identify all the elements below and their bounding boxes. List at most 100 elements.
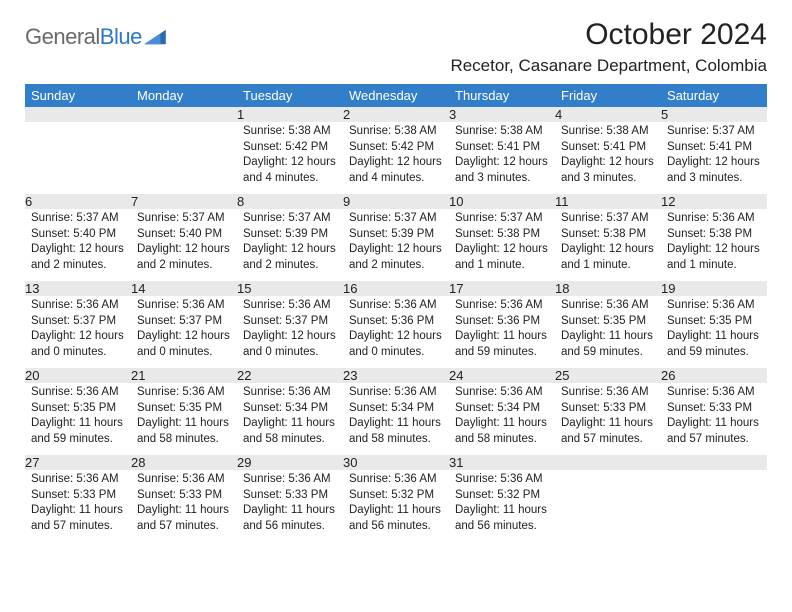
- day-content: Sunrise: 5:37 AMSunset: 5:41 PMDaylight:…: [661, 122, 767, 192]
- day-header: Sunday: [25, 84, 131, 107]
- day-number: 8: [237, 194, 343, 209]
- day-content: Sunrise: 5:37 AMSunset: 5:38 PMDaylight:…: [449, 209, 555, 279]
- day-content: Sunrise: 5:36 AMSunset: 5:38 PMDaylight:…: [661, 209, 767, 279]
- daylight-line-2: and 2 minutes.: [349, 258, 443, 274]
- week-content-row: Sunrise: 5:37 AMSunset: 5:40 PMDaylight:…: [25, 209, 767, 279]
- day-cell: Sunrise: 5:36 AMSunset: 5:38 PMDaylight:…: [661, 209, 767, 279]
- day-header: Wednesday: [343, 84, 449, 107]
- daylight-line-1: Daylight: 12 hours: [455, 155, 549, 171]
- sunrise-line: Sunrise: 5:36 AM: [137, 385, 231, 401]
- empty-day-number: [25, 107, 131, 122]
- daylight-line-2: and 57 minutes.: [31, 519, 125, 535]
- week-number-row: 20212223242526: [25, 368, 767, 383]
- daylight-line-1: Daylight: 11 hours: [243, 503, 337, 519]
- day-content: Sunrise: 5:37 AMSunset: 5:40 PMDaylight:…: [25, 209, 131, 279]
- day-number: 10: [449, 194, 555, 209]
- day-content: Sunrise: 5:36 AMSunset: 5:35 PMDaylight:…: [25, 383, 131, 453]
- sunset-line: Sunset: 5:42 PM: [243, 140, 337, 156]
- sunrise-line: Sunrise: 5:36 AM: [31, 298, 125, 314]
- daylight-line-1: Daylight: 12 hours: [455, 242, 549, 258]
- day-content: Sunrise: 5:38 AMSunset: 5:42 PMDaylight:…: [343, 122, 449, 192]
- day-cell: Sunrise: 5:36 AMSunset: 5:35 PMDaylight:…: [25, 383, 131, 453]
- day-content: Sunrise: 5:36 AMSunset: 5:33 PMDaylight:…: [25, 470, 131, 540]
- sunset-line: Sunset: 5:37 PM: [31, 314, 125, 330]
- day-cell: Sunrise: 5:38 AMSunset: 5:41 PMDaylight:…: [555, 122, 661, 192]
- day-content: Sunrise: 5:36 AMSunset: 5:37 PMDaylight:…: [25, 296, 131, 366]
- sunrise-line: Sunrise: 5:36 AM: [31, 472, 125, 488]
- calendar-header-row: SundayMondayTuesdayWednesdayThursdayFrid…: [25, 84, 767, 107]
- daylight-line-1: Daylight: 11 hours: [243, 416, 337, 432]
- day-number: 9: [343, 194, 449, 209]
- day-cell: Sunrise: 5:36 AMSunset: 5:35 PMDaylight:…: [661, 296, 767, 366]
- day-content: Sunrise: 5:36 AMSunset: 5:32 PMDaylight:…: [343, 470, 449, 540]
- daylight-line-2: and 58 minutes.: [243, 432, 337, 448]
- day-number: 15: [237, 281, 343, 296]
- calendar-body: 12345Sunrise: 5:38 AMSunset: 5:42 PMDayl…: [25, 107, 767, 540]
- day-number: 26: [661, 368, 767, 383]
- daylight-line-2: and 56 minutes.: [243, 519, 337, 535]
- sunset-line: Sunset: 5:36 PM: [455, 314, 549, 330]
- day-content: Sunrise: 5:36 AMSunset: 5:36 PMDaylight:…: [343, 296, 449, 366]
- sunrise-line: Sunrise: 5:37 AM: [349, 211, 443, 227]
- week-content-row: Sunrise: 5:36 AMSunset: 5:33 PMDaylight:…: [25, 470, 767, 540]
- sunset-line: Sunset: 5:37 PM: [137, 314, 231, 330]
- day-number: 22: [237, 368, 343, 383]
- daylight-line-2: and 0 minutes.: [349, 345, 443, 361]
- daylight-line-2: and 59 minutes.: [561, 345, 655, 361]
- day-number: 28: [131, 455, 237, 470]
- daylight-line-2: and 0 minutes.: [243, 345, 337, 361]
- sunset-line: Sunset: 5:38 PM: [455, 227, 549, 243]
- day-content: Sunrise: 5:36 AMSunset: 5:33 PMDaylight:…: [555, 383, 661, 453]
- week-number-row: 12345: [25, 107, 767, 122]
- sunrise-line: Sunrise: 5:36 AM: [667, 385, 761, 401]
- empty-day-number: [555, 455, 661, 470]
- day-cell: Sunrise: 5:37 AMSunset: 5:41 PMDaylight:…: [661, 122, 767, 192]
- day-number: 12: [661, 194, 767, 209]
- daylight-line-1: Daylight: 11 hours: [31, 416, 125, 432]
- daylight-line-2: and 59 minutes.: [31, 432, 125, 448]
- sunset-line: Sunset: 5:33 PM: [137, 488, 231, 504]
- daylight-line-1: Daylight: 12 hours: [31, 242, 125, 258]
- day-cell: Sunrise: 5:36 AMSunset: 5:35 PMDaylight:…: [131, 383, 237, 453]
- page-header: GeneralBlue October 2024 Recetor, Casana…: [25, 18, 767, 76]
- day-content: Sunrise: 5:37 AMSunset: 5:39 PMDaylight:…: [237, 209, 343, 279]
- daylight-line-2: and 3 minutes.: [455, 171, 549, 187]
- logo-word-2: Blue: [100, 24, 142, 49]
- daylight-line-2: and 3 minutes.: [561, 171, 655, 187]
- sunset-line: Sunset: 5:41 PM: [561, 140, 655, 156]
- daylight-line-2: and 4 minutes.: [349, 171, 443, 187]
- day-cell: Sunrise: 5:36 AMSunset: 5:33 PMDaylight:…: [131, 470, 237, 540]
- day-number: 19: [661, 281, 767, 296]
- week-content-row: Sunrise: 5:38 AMSunset: 5:42 PMDaylight:…: [25, 122, 767, 192]
- day-cell: Sunrise: 5:36 AMSunset: 5:33 PMDaylight:…: [237, 470, 343, 540]
- sunset-line: Sunset: 5:35 PM: [31, 401, 125, 417]
- daylight-line-1: Daylight: 11 hours: [667, 329, 761, 345]
- daylight-line-1: Daylight: 11 hours: [455, 416, 549, 432]
- day-cell: Sunrise: 5:37 AMSunset: 5:38 PMDaylight:…: [555, 209, 661, 279]
- day-content: Sunrise: 5:36 AMSunset: 5:32 PMDaylight:…: [449, 470, 555, 540]
- daylight-line-2: and 1 minute.: [561, 258, 655, 274]
- day-cell: Sunrise: 5:36 AMSunset: 5:32 PMDaylight:…: [343, 470, 449, 540]
- day-content: Sunrise: 5:36 AMSunset: 5:33 PMDaylight:…: [661, 383, 767, 453]
- day-cell: Sunrise: 5:36 AMSunset: 5:32 PMDaylight:…: [449, 470, 555, 540]
- day-cell: Sunrise: 5:38 AMSunset: 5:42 PMDaylight:…: [343, 122, 449, 192]
- daylight-line-2: and 57 minutes.: [137, 519, 231, 535]
- sunrise-line: Sunrise: 5:36 AM: [137, 472, 231, 488]
- day-number: 25: [555, 368, 661, 383]
- sunset-line: Sunset: 5:37 PM: [243, 314, 337, 330]
- day-number: 3: [449, 107, 555, 122]
- logo-triangle-icon: [144, 28, 166, 46]
- day-content: Sunrise: 5:36 AMSunset: 5:35 PMDaylight:…: [131, 383, 237, 453]
- sunrise-line: Sunrise: 5:36 AM: [243, 472, 337, 488]
- day-number: 1: [237, 107, 343, 122]
- sunrise-line: Sunrise: 5:38 AM: [455, 124, 549, 140]
- sunset-line: Sunset: 5:42 PM: [349, 140, 443, 156]
- title-block: October 2024 Recetor, Casanare Departmen…: [450, 18, 767, 76]
- sunrise-line: Sunrise: 5:38 AM: [349, 124, 443, 140]
- sunset-line: Sunset: 5:40 PM: [31, 227, 125, 243]
- daylight-line-2: and 0 minutes.: [31, 345, 125, 361]
- daylight-line-1: Daylight: 12 hours: [561, 242, 655, 258]
- day-number: 13: [25, 281, 131, 296]
- day-header: Friday: [555, 84, 661, 107]
- empty-day-cell: [555, 470, 661, 540]
